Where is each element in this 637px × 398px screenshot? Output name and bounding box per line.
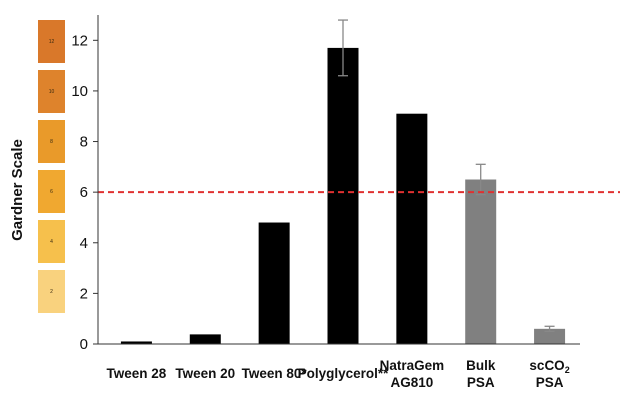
bar — [534, 328, 566, 344]
x-tick-label: Polyglycerol** — [298, 366, 390, 381]
color-swatch-10 — [38, 70, 65, 113]
bar — [396, 113, 428, 344]
y-axis-ticks: 0 2 4 6 8 10 12 — [71, 32, 98, 353]
error-bar — [338, 19, 348, 77]
bar — [189, 334, 221, 344]
y-tick-label: 12 — [71, 32, 88, 49]
gardner-color-scale: 12 10 8 6 4 2 — [38, 20, 65, 313]
color-swatch-2 — [38, 270, 65, 313]
bar — [465, 179, 497, 344]
error-bar — [475, 163, 486, 196]
bar — [258, 222, 290, 344]
color-swatch-12 — [38, 20, 65, 63]
color-swatch-label: 10 — [49, 89, 55, 95]
x-tick-label: NatraGem AG810 — [380, 358, 445, 390]
bar — [327, 47, 359, 345]
y-tick-label: 10 — [71, 83, 88, 100]
bars — [120, 47, 566, 345]
x-tick-label: Tween 80* — [242, 366, 308, 381]
y-tick-label: 4 — [80, 235, 88, 252]
color-swatch-4 — [38, 220, 65, 263]
x-tick-label: Tween 28 — [107, 366, 167, 381]
color-swatch-6 — [38, 170, 65, 213]
y-tick-label: 2 — [80, 285, 88, 302]
color-swatch-label: 2 — [50, 289, 53, 295]
error-bar — [544, 325, 555, 332]
color-swatch-label: 12 — [49, 39, 55, 45]
color-swatch-label: 4 — [50, 239, 53, 245]
y-tick-label: 8 — [80, 134, 88, 151]
y-tick-label: 0 — [80, 336, 88, 353]
color-swatch-label: 6 — [50, 189, 53, 195]
y-tick-label: 6 — [80, 184, 88, 201]
bar — [120, 341, 152, 344]
x-tick-label: Bulk PSA — [466, 358, 496, 390]
x-tick-label: scCO2 PSA — [529, 358, 569, 390]
color-swatch-label: 8 — [50, 139, 53, 145]
x-axis-labels: Tween 28 Tween 20 Tween 80*Polyglycerol**N… — [107, 358, 570, 390]
color-swatch-8 — [38, 120, 65, 163]
x-tick-label: Tween 20 — [175, 366, 235, 381]
error-bars — [338, 19, 555, 332]
y-axis-label: Gardner Scale — [9, 139, 26, 241]
